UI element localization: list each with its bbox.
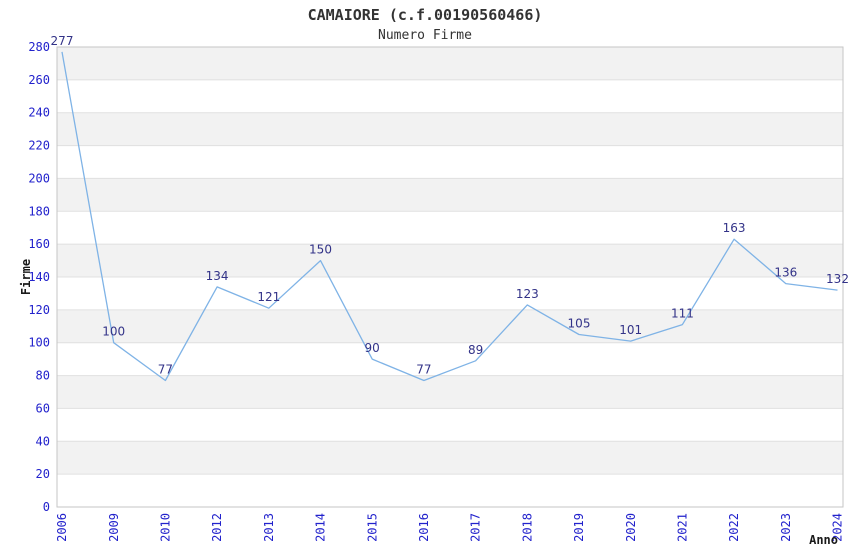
data-point-label: 90 (365, 341, 380, 355)
x-tick-label: 2019 (572, 513, 586, 542)
x-tick-label: 2020 (624, 513, 638, 542)
chart-subtitle: Numero Firme (378, 28, 472, 43)
y-tick-label: 140 (28, 270, 50, 284)
x-tick-label: 2021 (675, 513, 689, 542)
y-tick-label: 80 (36, 369, 50, 383)
data-point-label: 121 (257, 290, 280, 304)
x-axis-title: Anno (809, 533, 838, 547)
grid-band (57, 244, 843, 277)
data-point-label: 163 (723, 221, 746, 235)
x-tick-label: 2006 (55, 513, 69, 542)
x-tick-label: 2014 (314, 513, 328, 542)
x-tick-label: 2010 (158, 513, 172, 542)
data-point-label: 101 (619, 323, 642, 337)
data-line (61, 51, 838, 382)
data-point-label: 105 (568, 317, 591, 331)
x-tick-label: 2018 (520, 513, 534, 542)
grid-band (57, 178, 843, 212)
x-tick-label: 2016 (417, 513, 431, 542)
data-point-label: 100 (102, 325, 125, 339)
data-point-label: 134 (206, 269, 229, 283)
grid-band (57, 47, 843, 80)
y-axis-title: Firme (19, 259, 33, 295)
x-tick-label: 2017 (469, 513, 483, 542)
x-tick-label: 2009 (107, 513, 121, 542)
data-point-label: 77 (416, 363, 431, 377)
x-tick-label: 2024 (831, 513, 845, 542)
y-tick-label: 160 (28, 237, 50, 251)
x-tick-label: 2015 (365, 513, 379, 542)
y-tick-label: 60 (36, 401, 50, 415)
x-tick-label: 2023 (779, 513, 793, 542)
x-tick-label: 2012 (210, 513, 224, 542)
grid-band (57, 441, 843, 475)
data-point-label: 277 (51, 34, 74, 48)
y-tick-label: 240 (28, 106, 50, 120)
chart-title: CAMAIORE (c.f.00190560466) (307, 6, 543, 24)
data-point-label: 89 (468, 343, 483, 357)
y-tick-label: 200 (28, 171, 50, 185)
data-point-label: 132 (826, 272, 849, 286)
data-point-label: 123 (516, 287, 539, 301)
grid-band (57, 112, 843, 146)
y-tick-label: 260 (28, 73, 50, 87)
data-point-label: 136 (774, 266, 797, 280)
y-tick-label: 280 (28, 40, 50, 54)
y-tick-label: 40 (36, 434, 50, 448)
x-tick-label: 2013 (262, 513, 276, 542)
y-tick-label: 100 (28, 336, 50, 350)
data-point-label: 150 (309, 243, 332, 257)
y-tick-label: 180 (28, 204, 50, 218)
x-tick-label: 2022 (727, 513, 741, 542)
y-tick-label: 220 (28, 139, 50, 153)
y-tick-label: 0 (43, 500, 50, 514)
data-point-label: 77 (158, 363, 173, 377)
data-point-label: 111 (671, 307, 694, 321)
y-tick-label: 120 (28, 303, 50, 317)
y-tick-label: 20 (36, 467, 50, 481)
grid-band (57, 309, 843, 343)
grid-band (57, 375, 843, 409)
plot-border (56, 46, 844, 508)
